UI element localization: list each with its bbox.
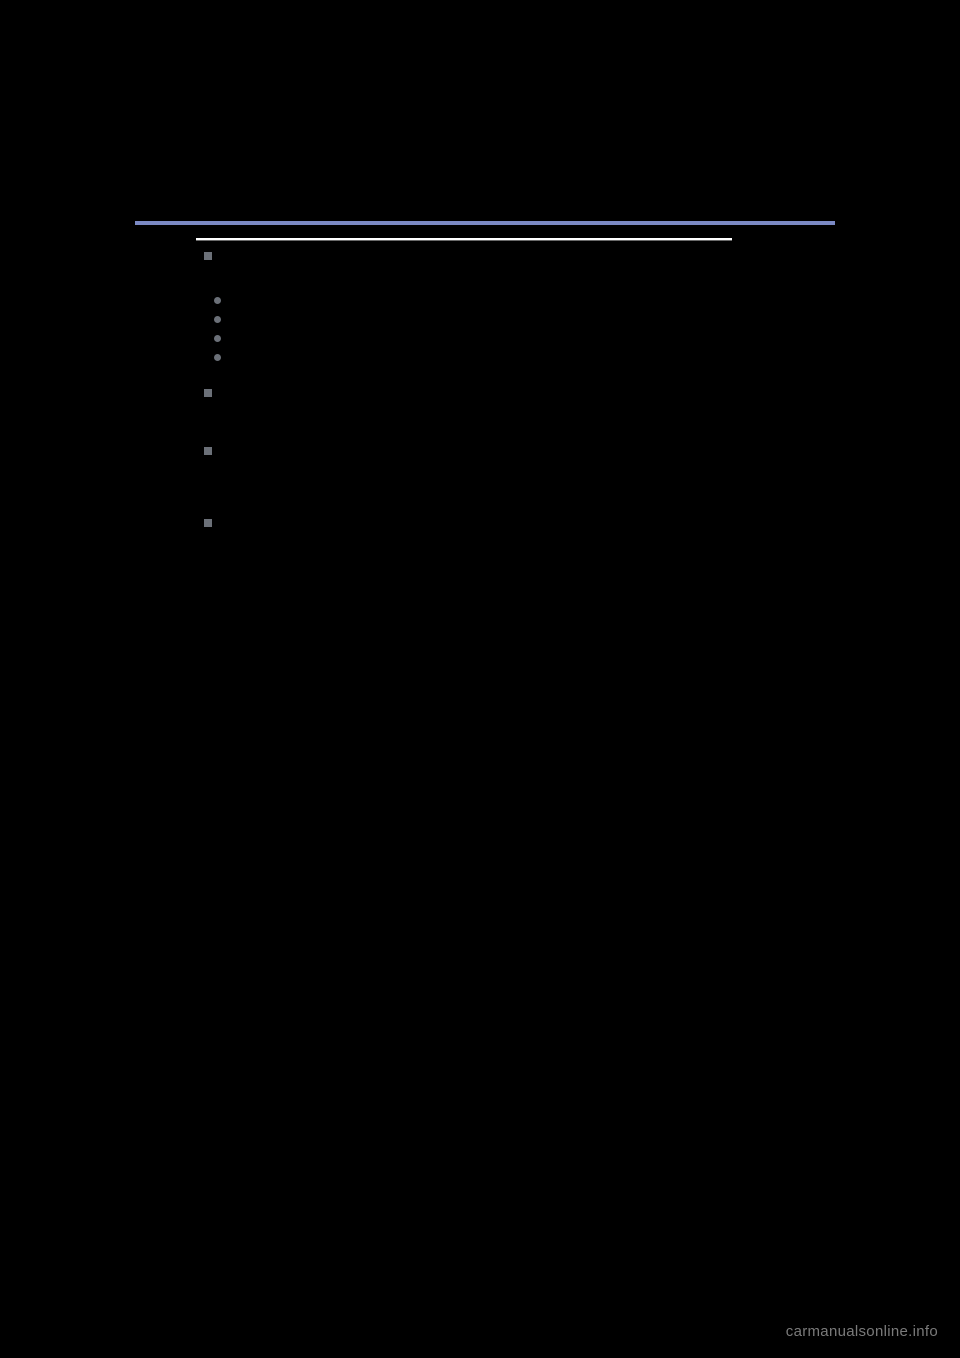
bullet-square-3 <box>204 447 212 455</box>
bullet-square-2 <box>204 389 212 397</box>
bullet-circle-2 <box>214 316 221 323</box>
watermark-text: carmanualsonline.info <box>786 1323 938 1340</box>
bullet-circle-1 <box>214 297 221 304</box>
bullet-square-4 <box>204 519 212 527</box>
section-divider-top <box>135 221 835 225</box>
bullet-circle-3 <box>214 335 221 342</box>
bullet-circle-4 <box>214 354 221 361</box>
page: carmanualsonline.info <box>0 0 960 1358</box>
section-divider-inner <box>196 238 732 241</box>
bullet-square-1 <box>204 252 212 260</box>
